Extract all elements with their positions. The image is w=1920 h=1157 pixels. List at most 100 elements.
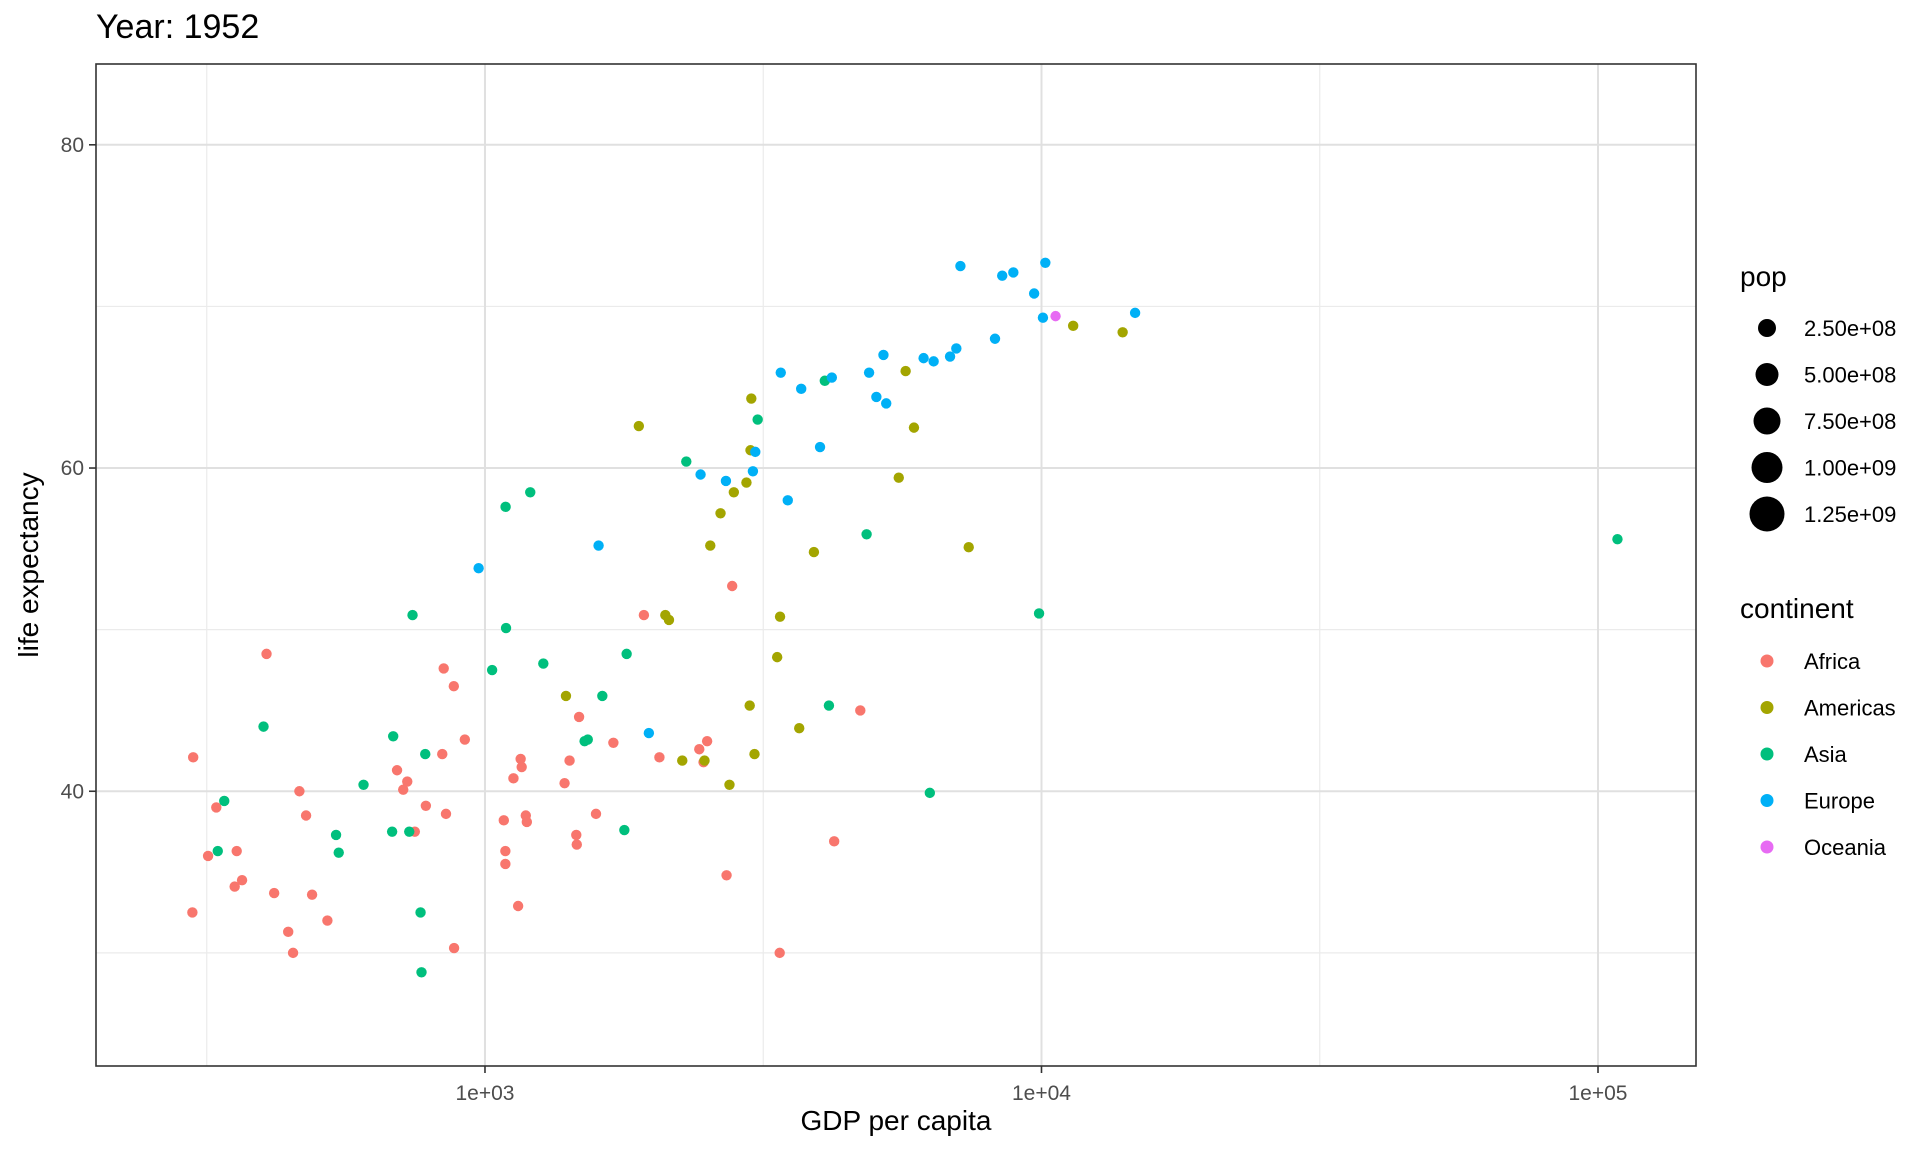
data-point-asia bbox=[823, 700, 835, 711]
data-point-americas bbox=[705, 540, 716, 551]
data-point-europe bbox=[863, 367, 875, 378]
data-point-africa bbox=[202, 850, 214, 862]
data-point-americas bbox=[741, 477, 752, 488]
data-point-asia bbox=[212, 845, 223, 857]
data-point-asia bbox=[387, 731, 399, 742]
data-point-europe bbox=[1028, 288, 1040, 299]
data-point-africa bbox=[306, 889, 318, 900]
data-point-africa bbox=[508, 773, 519, 784]
data-point-asia bbox=[415, 907, 426, 918]
data-point-asia bbox=[486, 664, 498, 676]
color-legend-key-asia bbox=[1760, 747, 1774, 761]
data-point-asia bbox=[924, 787, 936, 799]
data-point-americas bbox=[724, 779, 735, 790]
color-legend-key-africa bbox=[1760, 654, 1774, 668]
data-point-europe bbox=[951, 343, 962, 354]
color-legend-key-americas bbox=[1760, 701, 1774, 714]
x-axis-label: GDP per capita bbox=[801, 1105, 992, 1136]
data-point-europe bbox=[795, 383, 807, 395]
data-point-africa bbox=[448, 942, 460, 954]
data-point-americas bbox=[808, 546, 820, 558]
data-point-europe bbox=[775, 367, 786, 378]
y-tick-label: 40 bbox=[61, 780, 84, 803]
data-point-asia bbox=[752, 414, 763, 425]
data-point-africa bbox=[438, 663, 449, 674]
data-point-africa bbox=[701, 735, 713, 747]
data-point-europe bbox=[955, 260, 966, 272]
data-point-europe bbox=[918, 352, 929, 364]
data-point-europe bbox=[1008, 267, 1019, 278]
data-point-africa bbox=[294, 786, 305, 797]
data-point-africa bbox=[516, 761, 527, 773]
data-point-africa bbox=[261, 648, 272, 660]
y-axis-label: life expectancy bbox=[13, 472, 44, 657]
data-point-americas bbox=[749, 748, 760, 760]
data-point-asia bbox=[219, 795, 230, 807]
plot-panel-border bbox=[95, 63, 1697, 1067]
data-point-americas bbox=[963, 542, 974, 553]
data-point-africa bbox=[300, 810, 312, 821]
data-point-asia bbox=[358, 779, 369, 790]
data-point-europe bbox=[928, 356, 939, 367]
data-point-africa bbox=[211, 802, 222, 813]
data-point-americas bbox=[774, 611, 786, 622]
data-point-europe bbox=[473, 563, 484, 574]
data-point-africa bbox=[571, 829, 582, 841]
data-point-africa bbox=[726, 580, 738, 592]
data-point-americas bbox=[1067, 320, 1079, 332]
data-point-africa bbox=[187, 752, 199, 763]
data-point-americas bbox=[715, 508, 726, 519]
size-legend-label: 7.50e+08 bbox=[1804, 409, 1896, 434]
size-legend-key bbox=[1749, 496, 1785, 532]
data-point-africa bbox=[564, 755, 575, 766]
size-legend-key bbox=[1755, 363, 1779, 386]
data-point-africa bbox=[448, 681, 460, 692]
data-point-africa bbox=[420, 800, 432, 812]
data-point-americas bbox=[794, 723, 805, 734]
data-point-europe bbox=[720, 475, 732, 487]
data-point-europe bbox=[593, 540, 604, 551]
data-point-africa bbox=[236, 874, 248, 886]
data-point-asia bbox=[416, 967, 427, 978]
data-point-americas bbox=[699, 755, 710, 766]
data-point-africa bbox=[521, 816, 533, 828]
data-point-europe bbox=[881, 398, 892, 409]
data-point-africa bbox=[440, 808, 452, 820]
data-point-americas bbox=[728, 487, 740, 498]
data-point-americas bbox=[746, 393, 757, 404]
data-point-africa bbox=[187, 907, 198, 918]
data-point-americas bbox=[1117, 327, 1128, 338]
data-point-africa bbox=[287, 947, 299, 959]
data-point-africa bbox=[459, 734, 471, 745]
data-point-europe bbox=[814, 441, 826, 453]
data-point-africa bbox=[398, 784, 409, 795]
data-point-asia bbox=[619, 824, 630, 836]
data-point-asia bbox=[407, 609, 418, 621]
data-point-africa bbox=[654, 752, 665, 763]
color-legend-label: Europe bbox=[1804, 789, 1875, 814]
data-point-asia bbox=[258, 721, 269, 732]
data-point-americas bbox=[677, 755, 688, 766]
color-legend-label: Oceania bbox=[1804, 835, 1887, 860]
data-point-europe bbox=[1129, 307, 1141, 319]
data-point-africa bbox=[500, 845, 511, 857]
data-point-asia bbox=[1612, 533, 1623, 545]
data-point-europe bbox=[997, 270, 1008, 281]
data-point-africa bbox=[855, 705, 866, 716]
size-legend-label: 2.50e+08 bbox=[1804, 316, 1896, 341]
data-point-americas bbox=[744, 700, 755, 711]
data-point-europe bbox=[1037, 312, 1049, 323]
data-point-asia bbox=[621, 648, 632, 660]
data-point-asia bbox=[525, 487, 536, 498]
color-legend-label: Africa bbox=[1804, 649, 1861, 674]
size-legend-label: 5.00e+08 bbox=[1804, 363, 1896, 388]
chart-title: Year: 1952 bbox=[96, 8, 259, 46]
size-legend-label: 1.00e+09 bbox=[1804, 456, 1896, 481]
data-point-americas bbox=[908, 422, 920, 433]
data-point-asia bbox=[500, 501, 511, 513]
data-point-asia bbox=[333, 847, 344, 858]
x-tick-label: 1e+03 bbox=[455, 1082, 514, 1105]
data-point-asia bbox=[500, 622, 512, 634]
